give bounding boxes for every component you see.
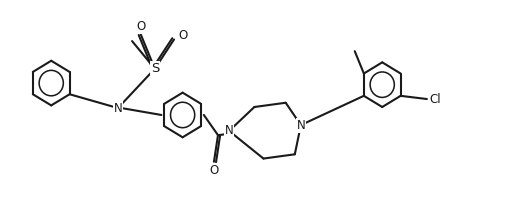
Text: N: N	[113, 102, 122, 114]
Text: N: N	[296, 119, 305, 132]
Text: O: O	[136, 20, 145, 33]
Text: S: S	[151, 62, 159, 75]
Text: N: N	[225, 124, 234, 137]
Text: O: O	[179, 29, 188, 42]
Text: O: O	[209, 164, 219, 177]
Text: Cl: Cl	[429, 92, 440, 106]
